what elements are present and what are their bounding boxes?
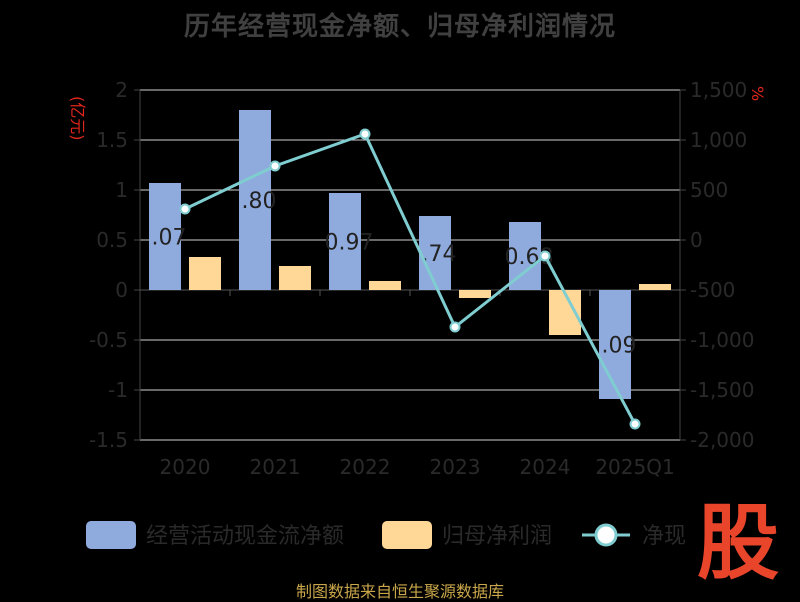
line-point <box>449 321 461 333</box>
line-point <box>269 160 281 172</box>
right-axis-tick-label: -2,000 <box>690 428 754 452</box>
line-point <box>179 203 191 215</box>
right-axis-tick-label: 1,000 <box>690 128 747 152</box>
bar <box>639 284 671 290</box>
line-series <box>184 132 637 425</box>
bar-data-label: .07 <box>152 226 187 251</box>
right-axis-tick-label: 500 <box>690 178 728 202</box>
right-axis-tick-label: -1,500 <box>690 378 754 402</box>
legend-label-line: 净现 <box>642 524 686 549</box>
right-axis-unit: % <box>748 86 767 101</box>
left-axis-tick-label: -0.5 <box>89 328 128 352</box>
left-axis-tick-label: -1 <box>108 378 128 402</box>
legend-swatch-profit <box>382 521 432 549</box>
x-axis-tick-label: 2023 <box>430 455 481 479</box>
right-axis-tick-label: 0 <box>690 228 703 252</box>
bar <box>599 290 631 399</box>
legend-swatch-marker <box>594 523 618 547</box>
bar <box>419 216 451 290</box>
line-point <box>629 418 641 430</box>
source-footer: 制图数据来自恒生聚源数据库 <box>295 582 504 601</box>
right-axis-tick-label: 1,500 <box>690 78 747 102</box>
left-axis-tick-label: -1.5 <box>89 428 128 452</box>
bar <box>239 110 271 290</box>
left-axis-tick-label: 1.5 <box>96 128 128 152</box>
line-point <box>539 250 551 262</box>
left-axis-tick-label: 0 <box>115 278 128 302</box>
bar <box>149 183 181 290</box>
bar-data-label: 0.97 <box>325 231 374 256</box>
chart-title: 历年经营现金净额、归母净利润情况 <box>183 12 616 42</box>
x-axis-tick-label: 2025Q1 <box>595 455 674 479</box>
left-axis-unit: (亿元) <box>68 96 87 141</box>
left-axis-tick-label: 2 <box>115 78 128 102</box>
right-axis-tick-label: -1,000 <box>690 328 754 352</box>
x-axis-tick-label: 2024 <box>520 455 571 479</box>
left-axis-tick-label: 0.5 <box>96 228 128 252</box>
bar <box>279 266 311 290</box>
left-axis-tick-label: 1 <box>115 178 128 202</box>
bar <box>459 290 491 298</box>
watermark-logo: 股 <box>696 496 779 591</box>
bar-data-label: .80 <box>242 189 277 214</box>
bar-data-label: .09 <box>602 334 637 359</box>
right-axis-tick-label: -500 <box>690 278 735 302</box>
legend-label-profit: 归母净利润 <box>442 524 552 549</box>
line-point <box>359 128 371 140</box>
x-axis-tick-label: 2021 <box>250 455 301 479</box>
legend-swatch-cashflow <box>86 521 136 549</box>
bar <box>329 193 361 290</box>
bar-data-label: .74 <box>422 242 457 267</box>
legend-label-cashflow: 经营活动现金流净额 <box>146 524 344 549</box>
x-axis-tick-label: 2022 <box>340 455 391 479</box>
bar <box>369 281 401 290</box>
x-axis-tick-label: 2020 <box>160 455 211 479</box>
bar <box>189 257 221 290</box>
